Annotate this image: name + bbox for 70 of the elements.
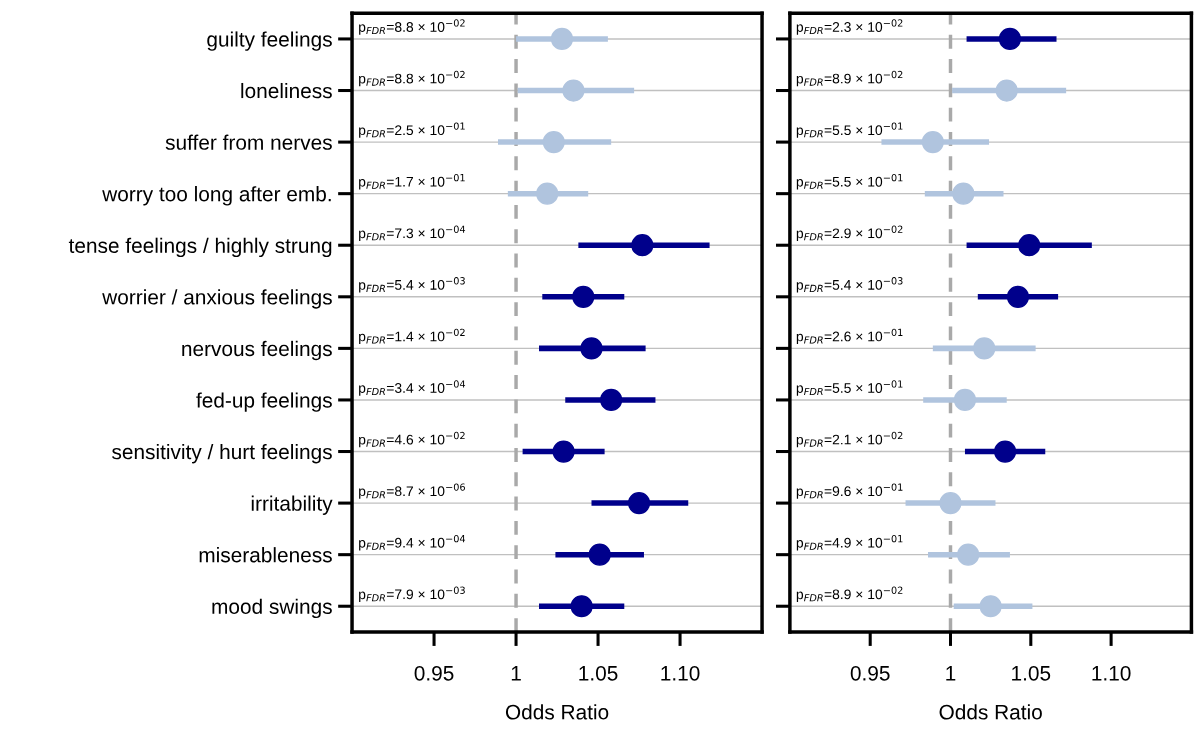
annotation: p$_{FDR}$=2.1 × 10$^{−02}$ [796,431,903,448]
y-tick-label: mood swings [212,598,332,619]
x-tick-label: 0.95 [850,665,890,681]
annotation: p$_{FDR}$=5.5 × 10$^{−01}$ [796,122,903,138]
point [580,337,603,360]
point [979,595,1002,618]
x-tick-label: 1 [946,666,956,681]
annotation: p$_{FDR}$=5.4 × 10$^{−03}$ [796,277,903,293]
point [1006,285,1030,308]
y-tick-label: worrier / anxious feelings [102,289,332,309]
point [562,79,585,102]
annotation: p$_{FDR}$=2.9 × 10$^{−02}$ [796,225,903,241]
point [572,285,595,308]
y-tick-label: guilty feelings [207,31,332,51]
annotation: p$_{FDR}$=2.3 × 10$^{−02}$ [796,19,903,35]
annotation: p$_{FDR}$=8.8 × 10$^{−02}$ [359,19,465,35]
y-tick-label: loneliness [241,82,332,99]
y-tick-label: nervous feelings [182,340,332,361]
annotation: p$_{FDR}$=5.5 × 10$^{−01}$ [796,173,903,190]
point [570,595,593,618]
point [973,337,996,360]
annotation: p$_{FDR}$=4.6 × 10$^{−02}$ [359,431,465,448]
point [600,388,623,412]
annotation: p$_{FDR}$=9.4 × 10$^{−04}$ [359,534,466,551]
point [1018,234,1041,257]
x-tick-label: 1 [511,666,521,681]
y-tick-label: sensitivity / hurt feelings [112,443,332,464]
annotation: p$_{FDR}$=8.8 × 10$^{−02}$ [359,70,465,87]
annotation: p$_{FDR}$=8.7 × 10$^{−06}$ [359,483,465,499]
point [588,543,611,566]
annotation: p$_{FDR}$=3.4 × 10$^{−04}$ [359,380,466,396]
x-tick-label: 0.95 [414,665,454,681]
y-tick-label: fed-up feelings [196,392,332,412]
annotation: p$_{FDR}$=2.5 × 10$^{−01}$ [359,122,465,138]
annotation: p$_{FDR}$=8.9 × 10$^{−02}$ [796,70,903,87]
x-tick-label: 1.10 [661,665,700,681]
annotation: p$_{FDR}$=4.9 × 10$^{−01}$ [796,534,903,551]
annotation: p$_{FDR}$=5.4 × 10$^{−03}$ [359,277,465,293]
x-tick-label: 1.10 [1092,665,1131,681]
x-axis-title: Odds Ratio [939,704,1042,720]
y-tick-label: worry too long after emb. [102,186,331,206]
x-tick-label: 1.05 [1012,665,1051,681]
point [957,543,980,566]
annotation: p$_{FDR}$=9.6 × 10$^{−01}$ [796,483,903,499]
y-tick-label: irritability [251,495,333,515]
point [550,27,574,51]
y-tick-label: miserableness [199,547,332,563]
annotation: p$_{FDR}$=1.4 × 10$^{−02}$ [359,328,465,345]
x-tick-label: 1.05 [579,665,618,681]
point [552,440,575,463]
annotation: p$_{FDR}$=7.3 × 10$^{−04}$ [359,225,466,241]
point [998,27,1022,51]
annotation: p$_{FDR}$=2.6 × 10$^{−01}$ [796,328,903,345]
x-axis-title: Odds Ratio [505,704,609,720]
annotation: p$_{FDR}$=7.9 × 10$^{−03}$ [359,586,465,602]
annotation: p$_{FDR}$=8.9 × 10$^{−02}$ [796,586,903,602]
point [921,130,944,154]
point [953,388,977,412]
point [536,182,559,205]
annotation: p$_{FDR}$=5.5 × 10$^{−01}$ [796,380,903,396]
point [993,440,1017,463]
annotation: p$_{FDR}$=1.7 × 10$^{−01}$ [359,173,465,190]
point [631,234,654,257]
point [542,130,565,154]
y-tick-label: tense feelings / highly strung [68,237,332,258]
point [995,79,1018,102]
point [939,491,962,515]
point [952,182,975,205]
y-tick-label: suffer from nerves [165,134,332,150]
point [627,491,651,515]
